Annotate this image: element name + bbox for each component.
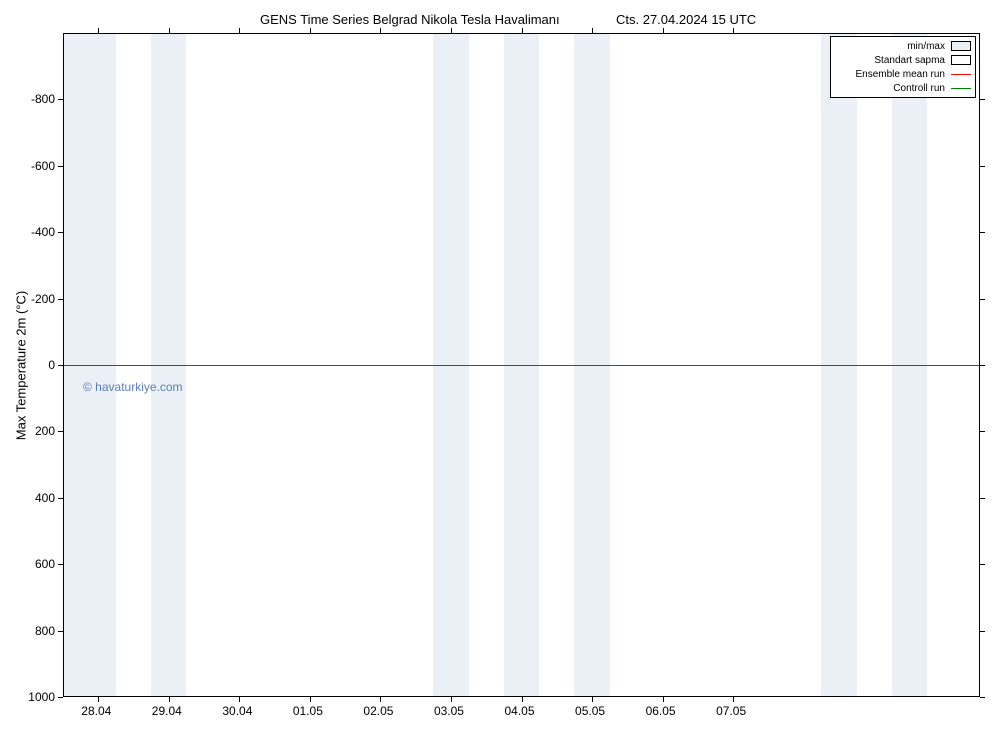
watermark: © havaturkiye.com (83, 380, 183, 394)
x-tick (380, 697, 381, 702)
legend-swatch (951, 41, 971, 51)
x-axis-line-top (63, 33, 980, 34)
x-tick (733, 697, 734, 702)
x-tick (239, 28, 240, 33)
chart-title-right: Cts. 27.04.2024 15 UTC (616, 12, 756, 27)
legend-item: Standart sapma (835, 53, 971, 67)
y-tick (58, 232, 63, 233)
x-tick (169, 697, 170, 702)
y-tick (58, 299, 63, 300)
y-tick-label: -400 (31, 225, 55, 239)
x-tick-label: 02.05 (363, 704, 393, 718)
y-tick (58, 697, 63, 698)
y-tick-label: 1000 (28, 690, 55, 704)
legend: min/max Standart sapma Ensemble mean run Co… (830, 36, 976, 98)
legend-swatch (951, 55, 971, 65)
x-tick (98, 28, 99, 33)
x-tick-label: 04.05 (505, 704, 535, 718)
x-tick (592, 28, 593, 33)
x-tick-label: 05.05 (575, 704, 605, 718)
y-tick (58, 99, 63, 100)
x-tick (98, 697, 99, 702)
legend-label: Standart sapma (874, 55, 945, 66)
x-tick (239, 697, 240, 702)
y-tick (58, 498, 63, 499)
legend-label: Ensemble mean run (856, 69, 946, 80)
y-tick (980, 564, 985, 565)
y-tick-label: 400 (35, 491, 55, 505)
x-tick (451, 28, 452, 33)
y-tick (980, 299, 985, 300)
x-tick-label: 07.05 (716, 704, 746, 718)
legend-label: min/max (907, 41, 945, 52)
x-tick (592, 697, 593, 702)
y-tick (980, 99, 985, 100)
x-tick-label: 03.05 (434, 704, 464, 718)
y-axis-line (63, 33, 64, 697)
y-tick (58, 631, 63, 632)
y-tick (58, 431, 63, 432)
y-axis-label: Max Temperature 2m (°C) (14, 281, 29, 451)
x-tick (380, 28, 381, 33)
y-tick-label: 800 (35, 624, 55, 638)
chart-title-left: GENS Time Series Belgrad Nikola Tesla Ha… (260, 12, 560, 27)
chart-container: GENS Time Series Belgrad Nikola Tesla Ha… (0, 0, 1000, 733)
legend-line (951, 88, 971, 89)
y-tick (58, 166, 63, 167)
y-tick (980, 365, 985, 366)
x-tick-label: 28.04 (81, 704, 111, 718)
x-tick (310, 28, 311, 33)
x-tick (451, 697, 452, 702)
y-tick-label: -600 (31, 159, 55, 173)
y-tick (58, 365, 63, 366)
x-tick (169, 28, 170, 33)
y-tick (980, 631, 985, 632)
x-tick-label: 30.04 (222, 704, 252, 718)
y-tick-label: 0 (48, 358, 55, 372)
y-tick (58, 564, 63, 565)
y-tick (980, 431, 985, 432)
legend-item: Controll run (835, 81, 971, 95)
y-tick (980, 498, 985, 499)
zero-line (63, 365, 980, 366)
legend-item: min/max (835, 39, 971, 53)
x-tick (663, 697, 664, 702)
legend-item: Ensemble mean run (835, 67, 971, 81)
y-tick (980, 166, 985, 167)
legend-line (951, 74, 971, 75)
x-tick-label: 29.04 (152, 704, 182, 718)
y-tick-label: 200 (35, 424, 55, 438)
x-tick (522, 697, 523, 702)
x-tick (522, 28, 523, 33)
y-tick-label: -800 (31, 92, 55, 106)
legend-label: Controll run (893, 83, 945, 94)
x-tick (663, 28, 664, 33)
y-tick-label: -200 (31, 292, 55, 306)
y-tick-label: 600 (35, 557, 55, 571)
plot-area: © havaturkiye.com min/max Standart sapma E… (63, 33, 980, 697)
x-tick-label: 06.05 (646, 704, 676, 718)
x-tick (733, 28, 734, 33)
y-tick (980, 232, 985, 233)
x-tick (310, 697, 311, 702)
x-tick-label: 01.05 (293, 704, 323, 718)
y-tick (980, 697, 985, 698)
